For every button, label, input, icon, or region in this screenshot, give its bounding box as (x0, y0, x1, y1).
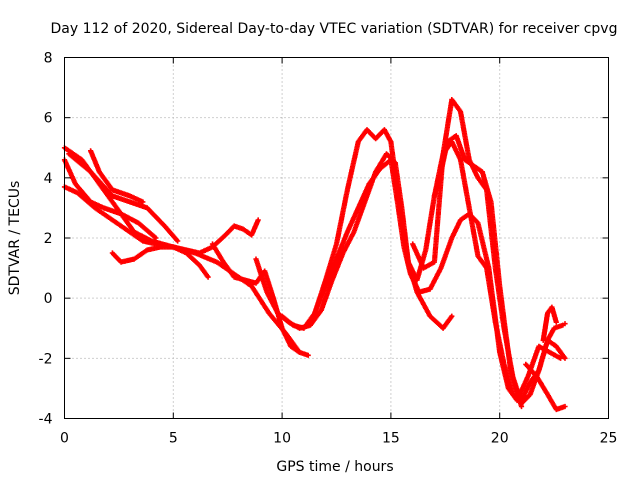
x-tick-label: 0 (60, 431, 69, 447)
data-point (175, 238, 181, 244)
series-track-6 (109, 218, 261, 265)
y-tick-label: 4 (44, 171, 53, 187)
y-axis-label: SDTVAR / TECUs (7, 181, 23, 296)
data-point (518, 403, 525, 410)
series-track-9 (279, 157, 562, 404)
axis-ticks: 0 5 10 15 20 25 -4 -2 0 2 4 6 8 (39, 51, 618, 447)
data-point (153, 235, 159, 241)
x-tick-label: 20 (491, 431, 509, 447)
data-point (205, 274, 211, 280)
y-tick-label: 8 (44, 51, 53, 67)
x-axis-label: GPS time / hours (276, 459, 393, 475)
data-point (140, 199, 146, 205)
isolated-data-point (562, 321, 568, 327)
y-tick-label: 2 (44, 231, 53, 247)
data-point (255, 217, 261, 223)
y-tick-label: -2 (39, 351, 53, 367)
series-track-12 (431, 133, 524, 408)
data-point (562, 403, 568, 410)
series-track-5 (88, 148, 144, 204)
y-tick-label: 0 (44, 291, 53, 307)
series-track-11 (410, 97, 567, 407)
series-track-4 (66, 151, 180, 243)
data-point (449, 313, 455, 319)
x-tick-label: 5 (169, 431, 178, 447)
data-marks (61, 97, 568, 413)
x-tick-label: 15 (382, 431, 400, 447)
data-point (553, 319, 559, 325)
data-point (305, 352, 311, 358)
x-tick-label: 25 (600, 431, 618, 447)
series-track-10 (312, 127, 564, 404)
x-tick-label: 10 (273, 431, 291, 447)
chart-title: Day 112 of 2020, Sidereal Day-to-day VTE… (51, 21, 618, 37)
data-point (562, 355, 568, 361)
y-tick-label: -4 (39, 412, 53, 428)
y-tick-label: 6 (44, 111, 53, 127)
